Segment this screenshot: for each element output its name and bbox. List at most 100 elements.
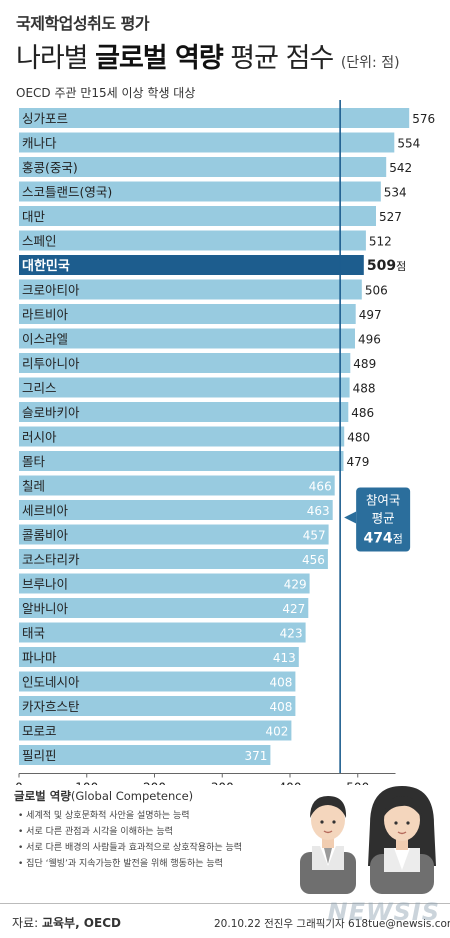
category-label: 이스라엘 <box>22 332 68 347</box>
bar <box>19 402 349 422</box>
reference-callout <box>356 487 411 552</box>
legend-title-bold: 글로벌 역량 <box>14 789 71 803</box>
category-label: 크로아티아 <box>22 283 80 298</box>
value-label: 527 <box>379 210 402 224</box>
value-label: 512 <box>369 235 392 249</box>
category-label: 러시아 <box>22 430 57 445</box>
category-label: 스페인 <box>22 234 57 249</box>
girl-figure <box>368 786 436 894</box>
legend-item: • 서로 다른 관점과 시각을 이해하는 능력 <box>18 827 173 837</box>
category-label: 리투아니아 <box>22 356 80 371</box>
value-unit: 점 <box>396 260 406 273</box>
source-label: 자료: <box>12 916 42 930</box>
value-label: 489 <box>353 357 376 371</box>
category-label: 코스타리카 <box>22 552 80 567</box>
callout-label-1: 참여국 <box>366 493 401 508</box>
title-pre: 나라별 <box>16 43 96 74</box>
legend-item: • 집단 ‘웰빙’과 지속가능한 발전을 위해 행동하는 능력 <box>18 859 223 869</box>
supertitle: 국제학업성취도 평가 <box>16 14 150 33</box>
value-label: 456 <box>302 553 325 567</box>
title-bold: 글로벌 역량 <box>95 43 224 74</box>
category-label: 알바니아 <box>22 601 69 616</box>
bar <box>19 157 387 177</box>
bar <box>19 328 355 349</box>
callout-label-2: 평균 <box>372 511 395 526</box>
watermark: NEWSIS <box>327 898 440 926</box>
x-tick-label: 500 <box>346 781 369 786</box>
value-label: 496 <box>358 333 381 347</box>
bar <box>19 206 376 226</box>
value-label: 534 <box>384 186 407 200</box>
value-label: 497 <box>359 308 382 322</box>
value-label: 427 <box>282 602 305 616</box>
category-label: 모로코 <box>22 724 57 739</box>
category-label: 태국 <box>22 626 45 641</box>
value-label: 371 <box>244 749 267 763</box>
value-label: 480 <box>347 431 370 445</box>
category-label: 세르비아 <box>22 503 69 518</box>
legend-title-rest: (Global Competence) <box>70 789 194 803</box>
callout-pointer <box>344 511 357 524</box>
credit: 20.10.22 전진우 그래픽기자 618tue@newsis.com <box>214 918 450 930</box>
category-label: 홍콩(중국) <box>22 160 78 175</box>
value-label: 402 <box>265 725 288 739</box>
category-label: 슬로바키아 <box>22 405 80 420</box>
footer-divider <box>0 903 450 904</box>
bar <box>19 622 306 643</box>
x-tick-label: 200 <box>143 781 166 786</box>
value-label: 554 <box>397 137 420 151</box>
value-label: 576 <box>412 112 435 126</box>
bar <box>19 181 381 202</box>
x-tick-label: 400 <box>279 781 302 786</box>
bar <box>19 598 309 618</box>
bar <box>19 475 335 496</box>
category-label: 스코틀랜드(영국) <box>22 185 112 200</box>
value-label: 408 <box>270 700 293 714</box>
bar <box>19 353 351 373</box>
category-label: 그리스 <box>22 381 57 396</box>
category-label: 싱가포르 <box>22 111 68 126</box>
bar <box>19 500 333 520</box>
source-value: 교육부, OECD <box>41 916 121 930</box>
bar <box>19 304 356 324</box>
bar <box>19 255 364 275</box>
students-illustration <box>300 786 436 894</box>
callout-value: 474점 <box>363 531 402 547</box>
x-tick-label: 100 <box>75 781 98 786</box>
bar <box>19 720 292 741</box>
category-label: 몰타 <box>22 454 46 469</box>
value-label: 466 <box>309 480 332 494</box>
source: 자료: 교육부, OECD <box>12 914 121 931</box>
bar <box>19 132 395 153</box>
title-post: 평균 점수 <box>222 43 341 74</box>
value-label: 413 <box>273 651 296 665</box>
bar <box>19 573 310 594</box>
category-label: 파나마 <box>22 650 57 665</box>
category-label: 대한민국 <box>22 258 70 274</box>
value-label: 488 <box>353 382 376 396</box>
category-label: 카자흐스탄 <box>22 699 80 714</box>
value-label: 506 <box>365 284 388 298</box>
bar-chart: 싱가포르 576 캐나다 554 홍콩(중국) 542 스코틀랜드(영국) 534 대만 527 스… <box>15 100 435 786</box>
bar <box>19 696 296 716</box>
chart-title: 나라별 글로벌 역량 평균 점수 (단위: 점) <box>16 36 400 75</box>
value-label: 408 <box>270 676 293 690</box>
value-label: 542 <box>389 161 412 175</box>
legend-item: • 서로 다른 배경의 사람들과 효과적으로 상호작용하는 능력 <box>18 843 243 853</box>
x-tick-label: 300 <box>211 781 234 786</box>
category-label: 콜롬비아 <box>22 528 69 543</box>
bar <box>19 279 362 300</box>
x-tick-label: 0 <box>15 781 23 786</box>
bar <box>19 524 329 545</box>
category-label: 인도네시아 <box>22 675 80 690</box>
bar <box>19 426 345 447</box>
category-label: 라트비아 <box>22 307 69 322</box>
value-label: 486 <box>351 406 374 420</box>
category-label: 필리핀 <box>22 748 57 763</box>
bar <box>19 745 271 765</box>
bar <box>19 108 410 128</box>
value-label: 423 <box>280 627 303 641</box>
boy-figure <box>300 796 356 894</box>
legend-item: • 세계적 및 상호문화적 사안을 설명하는 능력 <box>18 811 190 821</box>
unit-label: (단위: 점) <box>340 55 400 71</box>
